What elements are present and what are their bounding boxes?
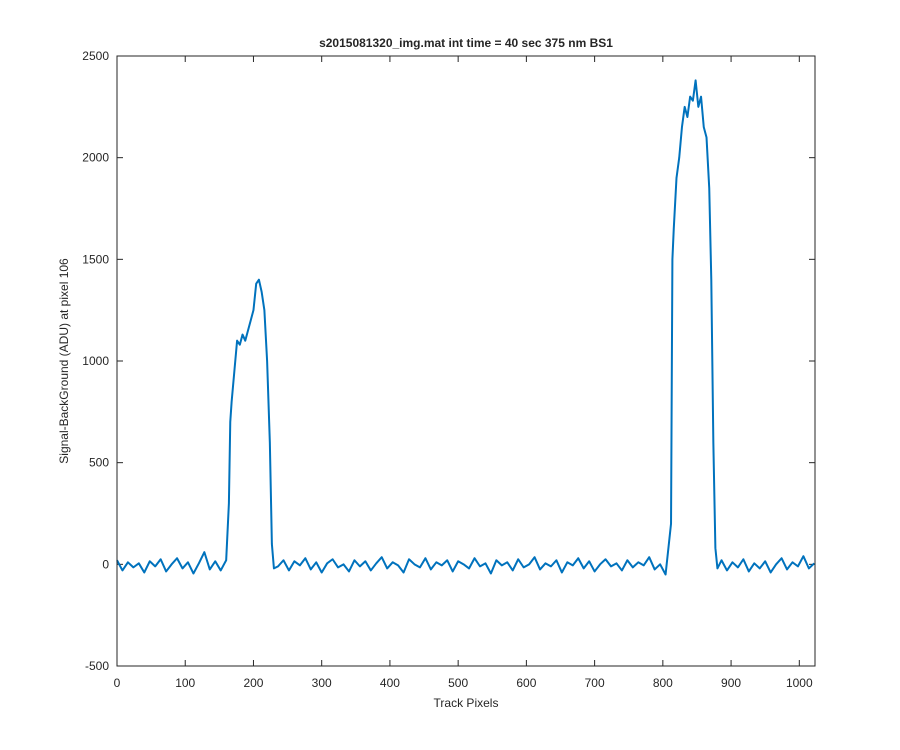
y-tick-label: 0 bbox=[102, 557, 109, 571]
plot-frame bbox=[116, 55, 816, 667]
x-tick-label: 600 bbox=[516, 676, 536, 690]
x-tick-label: 500 bbox=[448, 676, 468, 690]
y-tick-label: 2500 bbox=[82, 49, 109, 63]
x-axis-label: Track Pixels bbox=[434, 696, 499, 710]
x-tick-label: 300 bbox=[312, 676, 332, 690]
x-tick-label: 800 bbox=[653, 676, 673, 690]
x-tick-label: 100 bbox=[175, 676, 195, 690]
x-tick-label: 900 bbox=[721, 676, 741, 690]
x-tick-label: 1000 bbox=[786, 676, 813, 690]
x-tick-label: 400 bbox=[380, 676, 400, 690]
y-tick-label: 1500 bbox=[82, 252, 109, 266]
chart-title: s2015081320_img.mat int time = 40 sec 37… bbox=[319, 36, 613, 50]
x-tick-label: 700 bbox=[585, 676, 605, 690]
y-tick-label: 500 bbox=[89, 456, 109, 470]
x-tick-label: 200 bbox=[243, 676, 263, 690]
x-tick-label: 0 bbox=[114, 676, 121, 690]
y-tick-label: 2000 bbox=[82, 151, 109, 165]
y-axis-label: Signal-BackGround (ADU) at pixel 106 bbox=[57, 258, 71, 464]
y-tick-label: 1000 bbox=[82, 354, 109, 368]
data-line bbox=[116, 79, 816, 576]
y-tick-label: -500 bbox=[85, 659, 109, 673]
